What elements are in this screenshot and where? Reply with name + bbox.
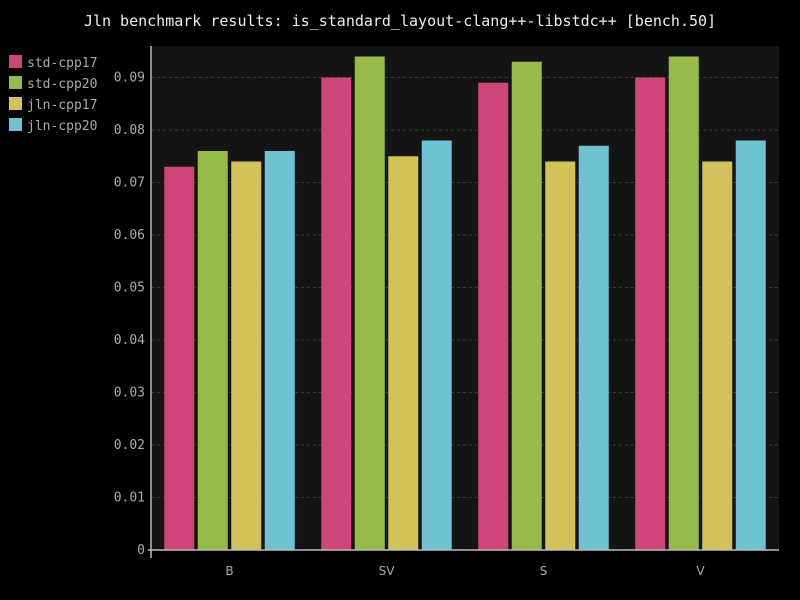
y-tick-label: 0.01 xyxy=(114,491,145,506)
y-tick-label: 0.09 xyxy=(114,71,145,86)
y-tick-label: 0.08 xyxy=(114,123,145,138)
legend-label-jln-cpp17: jln-cpp17 xyxy=(27,98,97,113)
bar-std-cpp20-SV xyxy=(354,56,385,550)
y-tick-label: 0.07 xyxy=(114,176,145,191)
bar-jln-cpp17-S xyxy=(545,161,576,550)
bar-jln-cpp20-SV xyxy=(421,140,452,550)
y-tick-label: 0.05 xyxy=(114,281,145,296)
x-tick-label: V xyxy=(696,564,705,578)
chart-title: Jln benchmark results: is_standard_layou… xyxy=(83,12,717,30)
x-tick-label: S xyxy=(540,564,548,578)
legend-swatch-jln-cpp20 xyxy=(9,118,22,131)
legend-label-std-cpp20: std-cpp20 xyxy=(27,77,97,92)
y-tick-label: 0.03 xyxy=(114,386,145,401)
bar-jln-cpp17-V xyxy=(702,161,733,550)
x-tick-label: B xyxy=(225,564,233,578)
y-tick-label: 0 xyxy=(137,543,145,558)
y-tick-label: 0.02 xyxy=(114,438,145,453)
bar-std-cpp20-S xyxy=(511,61,542,550)
bar-std-cpp20-B xyxy=(197,151,228,550)
legend-label-std-cpp17: std-cpp17 xyxy=(27,56,97,71)
bar-std-cpp17-SV xyxy=(321,77,352,550)
legend-swatch-std-cpp20 xyxy=(9,76,22,89)
bar-std-cpp17-B xyxy=(164,166,195,550)
legend-label-jln-cpp20: jln-cpp20 xyxy=(27,119,97,134)
y-tick-label: 0.06 xyxy=(114,228,145,243)
bar-jln-cpp17-B xyxy=(231,161,262,550)
x-tick-label: SV xyxy=(379,564,396,578)
legend-swatch-jln-cpp17 xyxy=(9,97,22,110)
bar-std-cpp17-S xyxy=(478,82,509,550)
legend-swatch-std-cpp17 xyxy=(9,55,22,68)
bar-std-cpp20-V xyxy=(668,56,699,550)
bar-jln-cpp20-B xyxy=(264,151,295,550)
bar-jln-cpp20-S xyxy=(578,145,609,550)
bar-jln-cpp17-SV xyxy=(388,156,419,550)
bar-std-cpp17-V xyxy=(635,77,666,550)
y-tick-label: 0.04 xyxy=(114,333,145,348)
bar-jln-cpp20-V xyxy=(735,140,766,550)
